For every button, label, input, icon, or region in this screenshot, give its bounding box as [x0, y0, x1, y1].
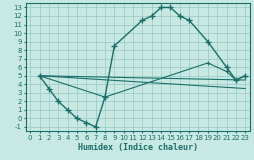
X-axis label: Humidex (Indice chaleur): Humidex (Indice chaleur)	[77, 144, 197, 152]
